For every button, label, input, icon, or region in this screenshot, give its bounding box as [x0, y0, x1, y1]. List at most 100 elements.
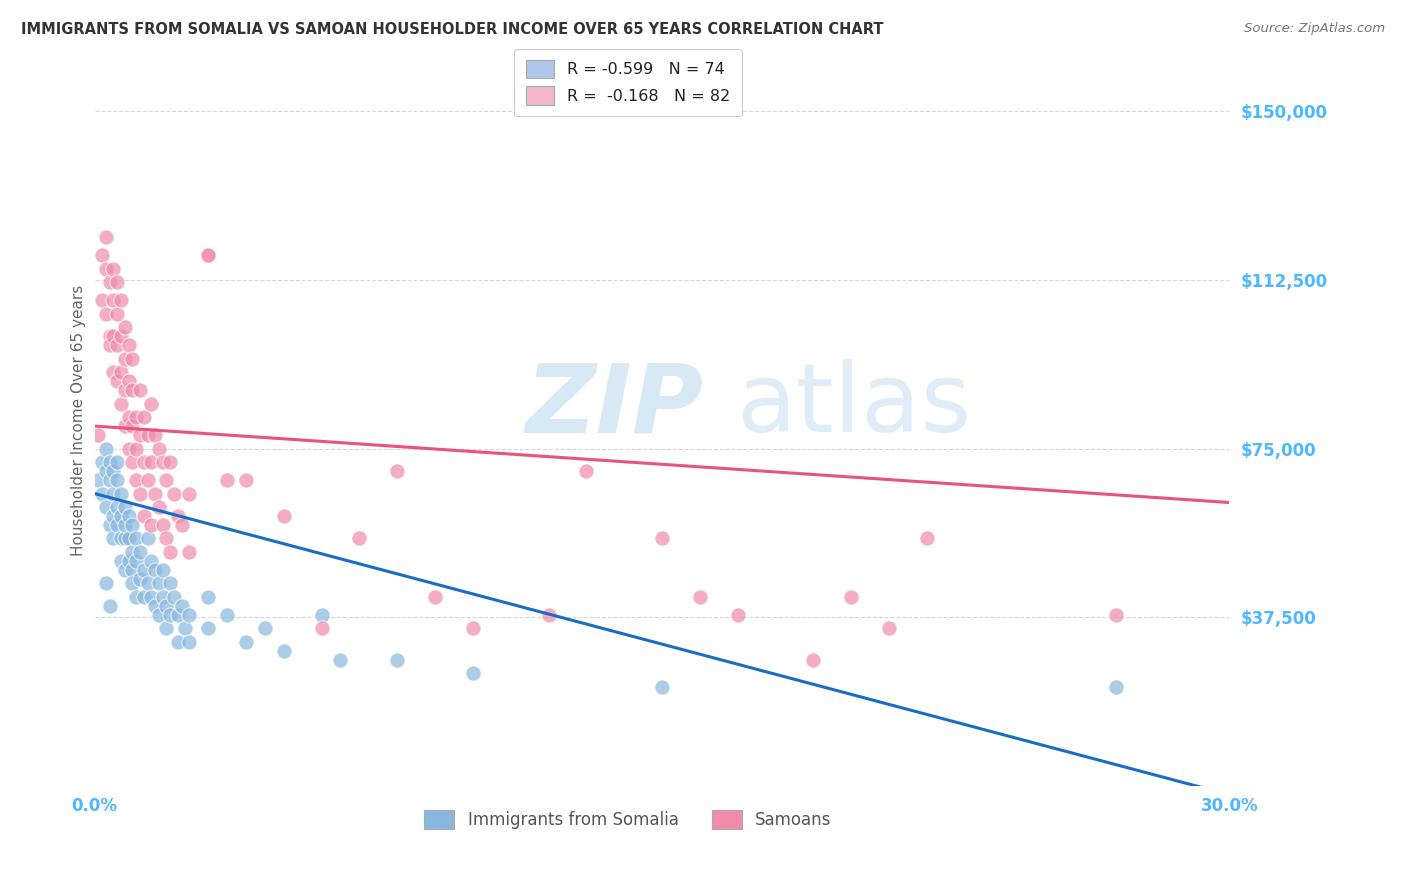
Point [105, 455, 128, 469]
Point [143, 486, 166, 500]
Point [537, 607, 560, 622]
Point [110, 486, 132, 500]
Point [461, 666, 484, 681]
Point [387, 653, 409, 667]
Point [152, 518, 174, 533]
Point [197, 590, 219, 604]
Point [141, 590, 163, 604]
Point [114, 351, 136, 366]
Point [110, 365, 132, 379]
Point [110, 396, 132, 410]
Point [125, 590, 148, 604]
Point [170, 599, 193, 613]
Point [125, 532, 148, 546]
Point [166, 635, 188, 649]
Point [143, 599, 166, 613]
Point [94, 230, 117, 244]
Point [105, 473, 128, 487]
Point [197, 248, 219, 262]
Point [148, 500, 170, 514]
Point [105, 374, 128, 388]
Point [117, 532, 139, 546]
Point [105, 338, 128, 352]
Point [117, 410, 139, 425]
Point [121, 563, 143, 577]
Point [94, 576, 117, 591]
Point [105, 307, 128, 321]
Point [103, 365, 125, 379]
Point [155, 622, 177, 636]
Point [155, 599, 177, 613]
Point [163, 486, 186, 500]
Point [152, 563, 174, 577]
Point [103, 329, 125, 343]
Point [114, 383, 136, 397]
Point [152, 455, 174, 469]
Legend: Immigrants from Somalia, Samoans: Immigrants from Somalia, Samoans [418, 804, 838, 836]
Point [121, 545, 143, 559]
Point [117, 442, 139, 456]
Point [132, 590, 155, 604]
Point [94, 464, 117, 478]
Point [141, 518, 163, 533]
Point [103, 486, 125, 500]
Point [423, 590, 446, 604]
Point [98, 599, 121, 613]
Point [801, 653, 824, 667]
Point [215, 473, 238, 487]
Point [98, 455, 121, 469]
Point [114, 419, 136, 434]
Point [98, 275, 121, 289]
Point [575, 464, 598, 478]
Point [125, 554, 148, 568]
Point [91, 455, 114, 469]
Text: ZIP: ZIP [526, 359, 704, 452]
Point [121, 576, 143, 591]
Point [143, 563, 166, 577]
Point [143, 428, 166, 442]
Point [689, 590, 711, 604]
Point [141, 396, 163, 410]
Point [125, 442, 148, 456]
Point [179, 545, 201, 559]
Point [174, 622, 197, 636]
Point [98, 329, 121, 343]
Point [105, 500, 128, 514]
Point [129, 383, 152, 397]
Point [159, 607, 181, 622]
Point [132, 455, 155, 469]
Point [141, 455, 163, 469]
Point [159, 455, 181, 469]
Point [136, 532, 159, 546]
Point [349, 532, 371, 546]
Point [114, 500, 136, 514]
Point [141, 554, 163, 568]
Point [461, 622, 484, 636]
Point [155, 532, 177, 546]
Point [170, 518, 193, 533]
Point [311, 622, 333, 636]
Point [197, 622, 219, 636]
Point [329, 653, 352, 667]
Point [148, 442, 170, 456]
Point [103, 464, 125, 478]
Point [311, 607, 333, 622]
Point [114, 518, 136, 533]
Point [197, 248, 219, 262]
Point [159, 576, 181, 591]
Point [235, 635, 257, 649]
Point [235, 473, 257, 487]
Point [839, 590, 862, 604]
Point [98, 518, 121, 533]
Point [103, 508, 125, 523]
Point [148, 607, 170, 622]
Y-axis label: Householder Income Over 65 years: Householder Income Over 65 years [72, 285, 86, 556]
Point [129, 486, 152, 500]
Point [136, 428, 159, 442]
Point [155, 473, 177, 487]
Text: Source: ZipAtlas.com: Source: ZipAtlas.com [1244, 22, 1385, 36]
Point [114, 532, 136, 546]
Point [132, 508, 155, 523]
Point [121, 383, 143, 397]
Point [253, 622, 276, 636]
